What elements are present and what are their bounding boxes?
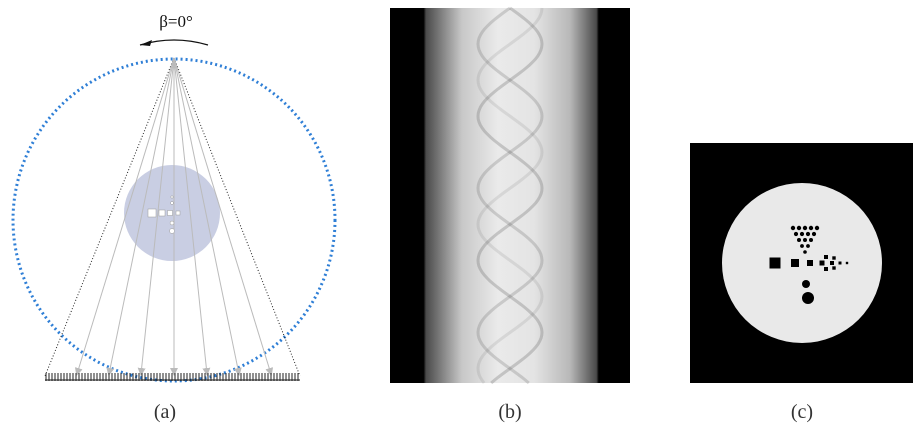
phantom-dot xyxy=(806,244,810,248)
phantom-square xyxy=(832,266,835,269)
phantom-square xyxy=(820,261,825,266)
phantom-dot xyxy=(809,238,813,242)
phantom-square xyxy=(824,255,828,259)
phantom-dot xyxy=(802,280,810,288)
phantom-feature xyxy=(171,196,173,198)
panel-label: (a) xyxy=(154,401,176,423)
phantom-dot xyxy=(803,226,807,230)
phantom-feature xyxy=(170,229,175,234)
sinogram-image xyxy=(390,8,630,383)
phantom-dot xyxy=(812,232,816,236)
phantom-dot xyxy=(797,238,801,242)
phantom-dot xyxy=(806,232,810,236)
phantom-dot xyxy=(800,244,804,248)
phantom-feature xyxy=(148,209,156,217)
phantom-dot xyxy=(802,292,814,304)
phantom-square xyxy=(832,256,835,259)
phantom-dot xyxy=(803,238,807,242)
phantom-dot xyxy=(794,232,798,236)
fan-beam-geometry: β=0° xyxy=(13,12,335,381)
phantom-square xyxy=(830,261,834,265)
phantom-feature xyxy=(176,211,180,215)
phantom-dot xyxy=(791,226,795,230)
phantom-square xyxy=(807,260,813,266)
panel-label: (c) xyxy=(791,401,813,423)
phantom-feature xyxy=(170,221,174,225)
phantom-dot xyxy=(800,232,804,236)
phantom-dot xyxy=(815,226,819,230)
phantom-square xyxy=(846,262,848,264)
phantom-square xyxy=(839,262,842,265)
rotation-arrow xyxy=(140,40,152,46)
phantom xyxy=(722,183,882,343)
reconstruction xyxy=(690,143,913,383)
phantom-square xyxy=(824,267,828,271)
phantom-feature xyxy=(171,202,174,205)
phantom-dot xyxy=(797,226,801,230)
phantom-dot xyxy=(803,250,807,254)
phantom-square xyxy=(770,258,781,269)
page: β=0° (a) (b) (c) (() => { const data = J… xyxy=(0,0,917,427)
angle-label: β=0° xyxy=(159,12,193,31)
sinogram xyxy=(390,8,630,383)
phantom-feature xyxy=(159,210,165,216)
phantom-dot xyxy=(809,226,813,230)
phantom-square xyxy=(791,259,799,267)
panel-label: (b) xyxy=(498,401,521,423)
figure: β=0° (a) (b) (c) xyxy=(0,0,917,427)
phantom-feature xyxy=(168,211,173,216)
